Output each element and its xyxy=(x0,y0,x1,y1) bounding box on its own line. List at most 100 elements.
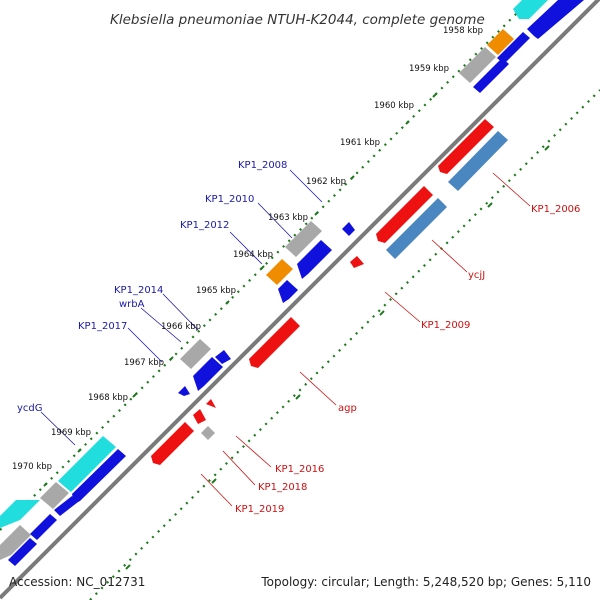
cds-steelblue xyxy=(386,198,447,259)
scale-tick xyxy=(125,564,131,570)
scale-track-outer xyxy=(0,0,532,531)
scale-tick xyxy=(225,300,230,305)
scale-label: 1965 kbp xyxy=(196,286,236,296)
cds-forward xyxy=(72,449,126,504)
cds-grey xyxy=(180,339,211,369)
gene-label-kp1-2006[interactable]: KP1_2006 xyxy=(531,204,580,215)
scale-label: 1963 kbp xyxy=(268,213,308,223)
scale-tick xyxy=(544,145,550,151)
cds-grey xyxy=(285,221,322,257)
cds-grey xyxy=(0,525,31,560)
gene-label-kp1-2010[interactable]: KP1_2010 xyxy=(205,194,254,205)
leader-line-blue xyxy=(229,231,263,265)
leader-line-blue xyxy=(162,293,199,331)
scale-tick xyxy=(379,310,385,316)
gene-label-ycjj[interactable]: ycjJ xyxy=(468,270,485,281)
scale-label: 1967 kbp xyxy=(124,358,164,368)
scale-ticks xyxy=(43,93,550,570)
leader-line-red xyxy=(384,291,421,323)
cds-forward xyxy=(497,32,530,64)
cds-reverse-small xyxy=(350,256,364,268)
leader-line-red xyxy=(235,435,272,468)
scale-label: 1968 kbp xyxy=(88,393,128,403)
scale-tick xyxy=(405,120,410,125)
upper-strand-features xyxy=(0,0,584,566)
gene-label-kp1-2009[interactable]: KP1_2009 xyxy=(421,320,470,331)
leader-line-red xyxy=(431,239,468,273)
leader-line-blue xyxy=(257,202,293,239)
lower-gene-labels: KP1_2006 ycjJ KP1_2009 agp KP1_2016 KP1_… xyxy=(235,204,580,515)
upper-gene-labels: KP1_2008 KP1_2010 KP1_2012 KP1_2014 wrbA… xyxy=(17,160,287,414)
cds-forward xyxy=(30,514,57,540)
cds-forward xyxy=(527,0,584,39)
gene-label-kp1-2008[interactable]: KP1_2008 xyxy=(238,160,287,171)
leader-line-red xyxy=(222,450,256,486)
scale-label: 1962 kbp xyxy=(306,177,346,187)
scale-tick xyxy=(432,93,437,98)
leader-line-red xyxy=(200,473,233,507)
gene-label-kp1-2016[interactable]: KP1_2016 xyxy=(275,464,324,475)
map-title: Klebsiella pneumoniae NTUH-K2044, comple… xyxy=(110,12,485,28)
scale-label: 1959 kbp xyxy=(409,64,449,74)
leader-line-blue xyxy=(40,411,76,446)
cds-forward xyxy=(278,280,298,303)
gene-label-kp1-2014[interactable]: KP1_2014 xyxy=(114,285,163,296)
scale-tick xyxy=(132,393,137,398)
gene-label-kp1-2017[interactable]: KP1_2017 xyxy=(78,321,127,332)
scale-tick xyxy=(43,482,48,487)
cds-grey xyxy=(40,482,69,509)
gene-label-kp1-2019[interactable]: KP1_2019 xyxy=(235,504,284,515)
cds-reverse xyxy=(438,119,494,174)
scale-label: 1966 kbp xyxy=(161,322,201,332)
scale-tick xyxy=(169,356,174,361)
cds-reverse xyxy=(249,317,300,368)
gene-label-ycdg[interactable]: ycdG xyxy=(17,403,43,414)
cds-cyan xyxy=(0,500,40,528)
leader-line-red xyxy=(492,172,531,207)
accession-text: Accession: NC_012731 xyxy=(9,575,145,589)
scale-label: 1964 kbp xyxy=(233,250,273,260)
gene-label-wrba[interactable]: wrbA xyxy=(119,299,145,310)
cds-forward-small xyxy=(178,386,190,396)
scale-tick xyxy=(260,265,265,270)
scale-tick xyxy=(295,394,301,400)
leader-line-red xyxy=(299,371,337,406)
scale-label: 1969 kbp xyxy=(51,428,91,438)
scale-tick xyxy=(211,478,217,484)
cds-forward xyxy=(8,538,37,566)
scale-tick xyxy=(350,175,355,180)
cds-forward-small xyxy=(342,222,355,236)
gene-label-kp1-2012[interactable]: KP1_2012 xyxy=(180,220,229,231)
scale-tick xyxy=(77,448,82,453)
cds-forward-small xyxy=(215,350,231,364)
leader-line-blue xyxy=(140,307,182,343)
cds-grey-small xyxy=(201,426,215,440)
scale-labels: 1958 kbp 1959 kbp 1960 kbp 1961 kbp 1962… xyxy=(12,26,483,472)
cds-steelblue xyxy=(448,131,508,191)
scale-track-inner xyxy=(89,89,600,600)
cds-reverse-small xyxy=(193,409,206,424)
leader-line-blue xyxy=(127,327,163,363)
gene-label-agp[interactable]: agp xyxy=(338,403,357,414)
scale-label: 1961 kbp xyxy=(340,138,380,148)
cds-reverse xyxy=(151,422,194,465)
cds-forward xyxy=(54,496,78,516)
cds-reverse-small xyxy=(206,399,216,408)
leader-lines xyxy=(40,169,531,507)
cds-forward xyxy=(193,357,223,391)
scale-label: 1958 kbp xyxy=(443,26,483,36)
cds-orange xyxy=(266,259,293,285)
cds-reverse xyxy=(376,186,433,243)
scale-label: 1960 kbp xyxy=(374,101,414,111)
cds-forward xyxy=(473,58,509,93)
gene-label-kp1-2018[interactable]: KP1_2018 xyxy=(258,482,307,493)
scale-tick xyxy=(314,211,319,216)
leader-line-blue xyxy=(289,169,323,203)
genome-summary-text: Topology: circular; Length: 5,248,520 bp… xyxy=(260,575,591,589)
lower-strand-features xyxy=(151,119,508,465)
cds-grey xyxy=(459,47,496,83)
